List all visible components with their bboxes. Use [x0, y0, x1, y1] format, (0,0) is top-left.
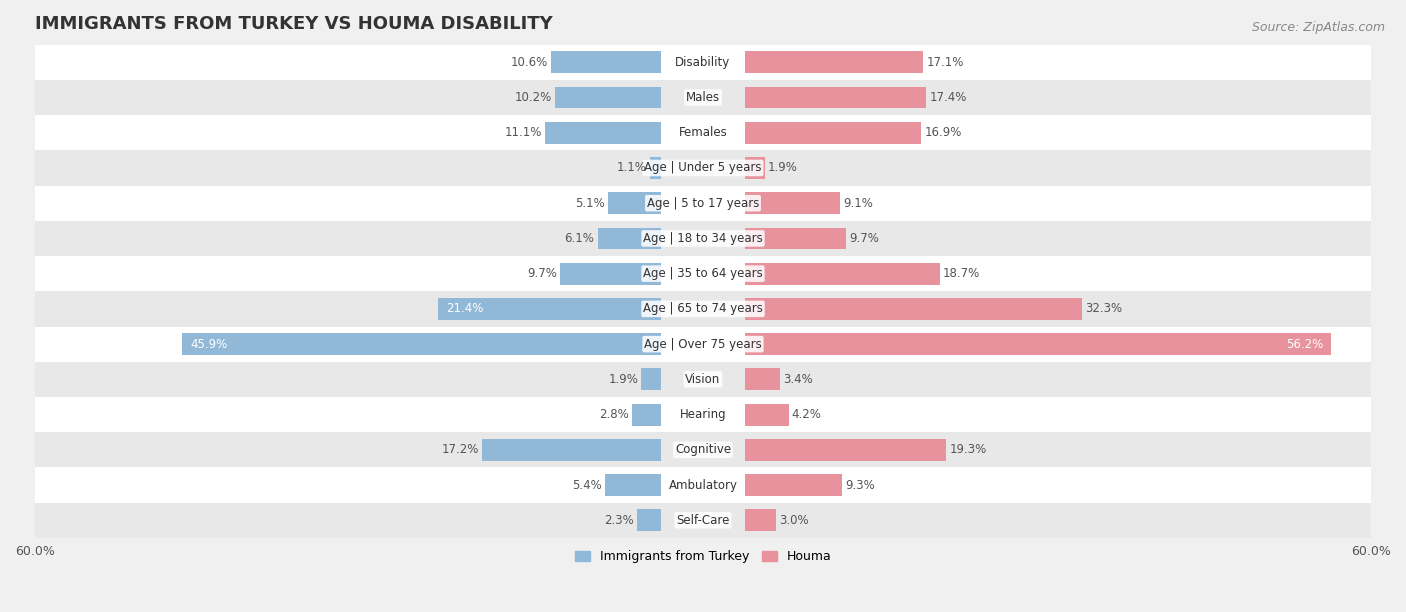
Bar — [633, 404, 661, 425]
Text: 21.4%: 21.4% — [446, 302, 484, 315]
Bar — [35, 432, 1371, 468]
Text: Source: ZipAtlas.com: Source: ZipAtlas.com — [1251, 21, 1385, 34]
Text: 17.2%: 17.2% — [441, 443, 478, 457]
Text: 56.2%: 56.2% — [1286, 338, 1323, 351]
Bar — [745, 192, 839, 214]
Bar — [551, 51, 661, 73]
Text: 16.9%: 16.9% — [924, 126, 962, 140]
Text: 1.9%: 1.9% — [609, 373, 638, 386]
Text: 17.1%: 17.1% — [927, 56, 963, 69]
Text: 3.4%: 3.4% — [783, 373, 813, 386]
Text: 11.1%: 11.1% — [505, 126, 543, 140]
Text: Cognitive: Cognitive — [675, 443, 731, 457]
Bar — [35, 151, 1371, 185]
Bar — [745, 86, 927, 108]
Bar — [641, 368, 661, 390]
Text: 10.6%: 10.6% — [510, 56, 547, 69]
Text: 9.1%: 9.1% — [842, 196, 873, 210]
Bar — [745, 333, 1331, 355]
Bar — [35, 327, 1371, 362]
Text: 5.4%: 5.4% — [572, 479, 602, 491]
Text: Males: Males — [686, 91, 720, 104]
Text: Age | Over 75 years: Age | Over 75 years — [644, 338, 762, 351]
Text: 2.3%: 2.3% — [605, 514, 634, 527]
Text: Self-Care: Self-Care — [676, 514, 730, 527]
Bar — [35, 221, 1371, 256]
Legend: Immigrants from Turkey, Houma: Immigrants from Turkey, Houma — [569, 545, 837, 568]
Text: Age | 5 to 17 years: Age | 5 to 17 years — [647, 196, 759, 210]
Text: 18.7%: 18.7% — [943, 267, 980, 280]
Bar — [35, 291, 1371, 327]
Text: 9.7%: 9.7% — [527, 267, 557, 280]
Bar — [745, 157, 765, 179]
Text: IMMIGRANTS FROM TURKEY VS HOUMA DISABILITY: IMMIGRANTS FROM TURKEY VS HOUMA DISABILI… — [35, 15, 553, 33]
Bar — [598, 228, 661, 249]
Bar — [555, 86, 661, 108]
Text: Vision: Vision — [685, 373, 721, 386]
Bar — [745, 439, 946, 461]
Text: 32.3%: 32.3% — [1085, 302, 1122, 315]
Text: Age | 65 to 74 years: Age | 65 to 74 years — [643, 302, 763, 315]
Text: Hearing: Hearing — [679, 408, 727, 421]
Text: 1.9%: 1.9% — [768, 162, 797, 174]
Bar — [607, 192, 661, 214]
Bar — [745, 263, 941, 285]
Bar — [35, 397, 1371, 432]
Bar — [35, 185, 1371, 221]
Text: Age | Under 5 years: Age | Under 5 years — [644, 162, 762, 174]
Bar — [745, 298, 1081, 320]
Bar — [745, 474, 842, 496]
Bar — [35, 45, 1371, 80]
Bar — [560, 263, 661, 285]
Bar — [35, 80, 1371, 115]
Bar — [183, 333, 661, 355]
Bar — [482, 439, 661, 461]
Text: Females: Females — [679, 126, 727, 140]
Bar — [35, 115, 1371, 151]
Text: 6.1%: 6.1% — [565, 232, 595, 245]
Text: 10.2%: 10.2% — [515, 91, 551, 104]
Bar — [745, 51, 924, 73]
Text: 4.2%: 4.2% — [792, 408, 821, 421]
Bar — [437, 298, 661, 320]
Text: Ambulatory: Ambulatory — [668, 479, 738, 491]
Bar — [35, 468, 1371, 502]
Text: 45.9%: 45.9% — [190, 338, 228, 351]
Text: Age | 35 to 64 years: Age | 35 to 64 years — [643, 267, 763, 280]
Text: 9.3%: 9.3% — [845, 479, 875, 491]
Bar — [35, 502, 1371, 538]
Bar — [650, 157, 661, 179]
Bar — [745, 509, 776, 531]
Bar — [605, 474, 661, 496]
Text: Age | 18 to 34 years: Age | 18 to 34 years — [643, 232, 763, 245]
Bar — [745, 368, 780, 390]
Bar — [35, 362, 1371, 397]
Bar — [546, 122, 661, 144]
Bar — [745, 404, 789, 425]
Text: Disability: Disability — [675, 56, 731, 69]
Text: 17.4%: 17.4% — [929, 91, 967, 104]
Text: 19.3%: 19.3% — [949, 443, 987, 457]
Bar — [745, 228, 846, 249]
Text: 1.1%: 1.1% — [617, 162, 647, 174]
Text: 2.8%: 2.8% — [599, 408, 628, 421]
Text: 3.0%: 3.0% — [779, 514, 808, 527]
Bar — [745, 122, 921, 144]
Bar — [35, 256, 1371, 291]
Bar — [637, 509, 661, 531]
Text: 5.1%: 5.1% — [575, 196, 605, 210]
Text: 9.7%: 9.7% — [849, 232, 879, 245]
